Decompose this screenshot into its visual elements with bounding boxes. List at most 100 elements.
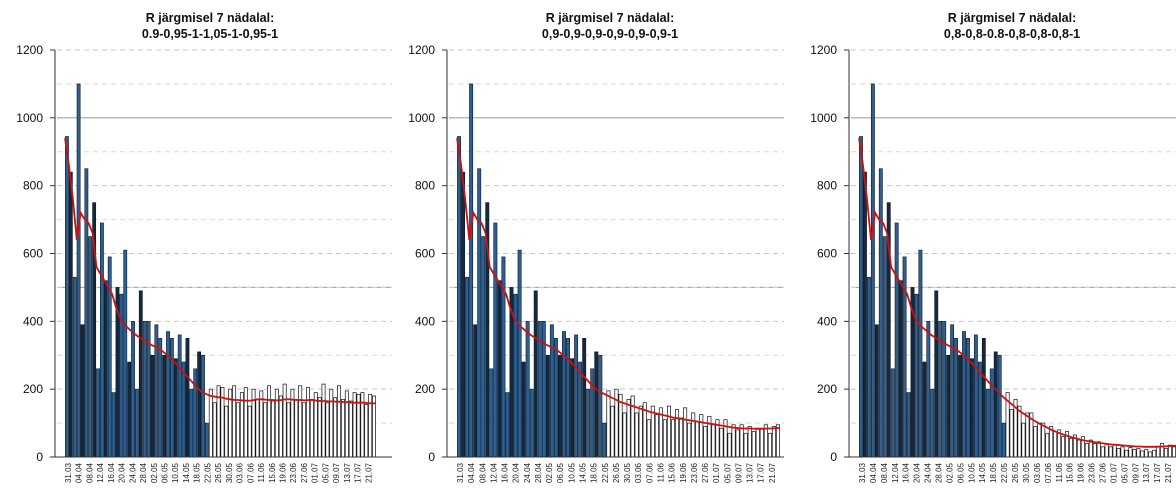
bar-observed xyxy=(958,354,962,458)
bar-forecast xyxy=(1084,443,1089,458)
bar-observed xyxy=(997,354,1002,458)
bar-observed xyxy=(985,388,990,458)
chart-3: R järgmisel 7 nädalal: 0,8-0,8-0.8-0,8-0… xyxy=(810,11,1176,483)
bar-forecast xyxy=(317,397,322,458)
x-tick-label: 13.07 xyxy=(1142,462,1151,483)
x-tick-label: 20.04 xyxy=(913,462,922,483)
bar-observed xyxy=(135,388,139,458)
bar-forecast xyxy=(1037,422,1042,458)
y-tick-label: 1000 xyxy=(408,111,435,125)
bar-forecast xyxy=(1045,432,1050,458)
x-tick-label: 30.05 xyxy=(623,462,632,483)
x-tick-label: 30.05 xyxy=(1022,462,1031,483)
bar-forecast xyxy=(239,392,244,458)
x-tick-label: 10.05 xyxy=(171,462,180,483)
bar-observed xyxy=(533,290,538,458)
bar-observed xyxy=(193,368,198,458)
bar-forecast xyxy=(282,383,287,458)
bar-observed xyxy=(173,358,178,458)
bar-observed xyxy=(878,168,883,458)
bar-forecast xyxy=(771,426,776,458)
x-tick-label: 11.06 xyxy=(657,462,666,482)
bar-observed xyxy=(489,368,494,458)
bar-observed xyxy=(72,276,77,458)
x-tick-label: 12.04 xyxy=(96,462,105,483)
bar-forecast xyxy=(1156,446,1161,458)
bar-observed xyxy=(570,358,575,458)
y-tick-label: 1200 xyxy=(810,43,837,57)
x-tick-label: 20.04 xyxy=(512,462,521,483)
bar-observed xyxy=(100,222,104,458)
bar-forecast xyxy=(329,388,334,458)
bar-observed xyxy=(950,324,955,458)
bar-observed xyxy=(874,324,879,458)
bar-observed xyxy=(127,361,132,458)
x-tick-label: 17.07 xyxy=(354,462,363,483)
bar-observed xyxy=(906,392,911,458)
x-tick-label: 16.04 xyxy=(107,462,116,483)
x-tick-label: 31.03 xyxy=(858,462,867,483)
bar-forecast xyxy=(243,387,248,458)
bar-forecast xyxy=(1124,449,1129,458)
x-tick-label: 20.04 xyxy=(118,462,127,483)
y-tick-label: 1200 xyxy=(408,43,435,57)
bar-observed xyxy=(602,422,607,458)
bar-forecast xyxy=(208,388,213,458)
chart-title: R järgmisel 7 nädalal: xyxy=(546,11,675,25)
bar-forecast xyxy=(1128,447,1133,458)
bar-forecast xyxy=(1069,437,1073,458)
x-tick-label: 02.05 xyxy=(545,462,554,483)
bar-forecast xyxy=(1009,409,1014,458)
bar-forecast xyxy=(759,427,764,458)
bar-observed xyxy=(177,334,182,458)
bar-forecast xyxy=(622,412,627,458)
bar-forecast xyxy=(1160,443,1165,458)
bar-forecast xyxy=(356,393,361,458)
bar-observed xyxy=(103,280,108,458)
y-tick-label: 600 xyxy=(817,247,837,261)
x-tick-label: 05.07 xyxy=(1120,462,1129,483)
y-tick-label: 0 xyxy=(36,450,43,464)
bar-observed xyxy=(566,337,570,458)
x-tick-label: 01.07 xyxy=(1109,462,1118,483)
bar-forecast xyxy=(719,427,724,458)
bar-forecast xyxy=(626,398,631,458)
x-tick-label: 05.07 xyxy=(723,462,732,483)
bar-forecast xyxy=(747,426,752,458)
chart-1: R järgmisel 7 nädalal: 0.9-0,95-1-1,05-1… xyxy=(16,11,392,483)
bar-observed xyxy=(1001,422,1006,458)
bar-forecast xyxy=(662,419,667,458)
bar-forecast xyxy=(313,392,318,458)
bar-forecast xyxy=(263,402,268,458)
bar-observed xyxy=(898,280,903,458)
bar-forecast xyxy=(278,395,283,458)
bar-observed xyxy=(866,276,871,458)
x-tick-label: 26.05 xyxy=(214,462,223,483)
x-tick-label: 08.04 xyxy=(880,462,889,483)
bar-observed xyxy=(111,392,116,458)
bar-forecast xyxy=(255,398,260,458)
bar-observed xyxy=(80,324,85,458)
x-tick-label: 17.07 xyxy=(1153,462,1162,483)
bar-observed xyxy=(529,388,534,458)
bar-forecast xyxy=(634,412,639,458)
x-tick-label: 31.03 xyxy=(456,462,465,483)
bar-observed xyxy=(525,321,530,458)
bar-forecast xyxy=(683,407,688,458)
chart-2: R järgmisel 7 nädalal: 0,9-0,9-0,9-0,9-0… xyxy=(408,11,784,483)
chart-subtitle: 0,9-0,9-0,9-0,9-0,9-0,9-1 xyxy=(542,27,678,41)
bar-forecast xyxy=(321,383,326,458)
bar-observed xyxy=(65,136,69,458)
bar-forecast xyxy=(298,385,303,458)
x-tick-label: 15.06 xyxy=(268,462,277,483)
bar-forecast xyxy=(606,390,611,458)
bar-forecast xyxy=(743,432,748,458)
bar-forecast xyxy=(372,395,377,458)
bar-observed xyxy=(505,392,510,458)
x-tick-label: 22.05 xyxy=(1000,462,1009,483)
y-tick-label: 800 xyxy=(415,179,435,193)
bar-observed xyxy=(863,171,867,458)
bar-forecast xyxy=(1148,451,1153,458)
bar-observed xyxy=(549,324,554,458)
bar-observed xyxy=(68,171,73,458)
